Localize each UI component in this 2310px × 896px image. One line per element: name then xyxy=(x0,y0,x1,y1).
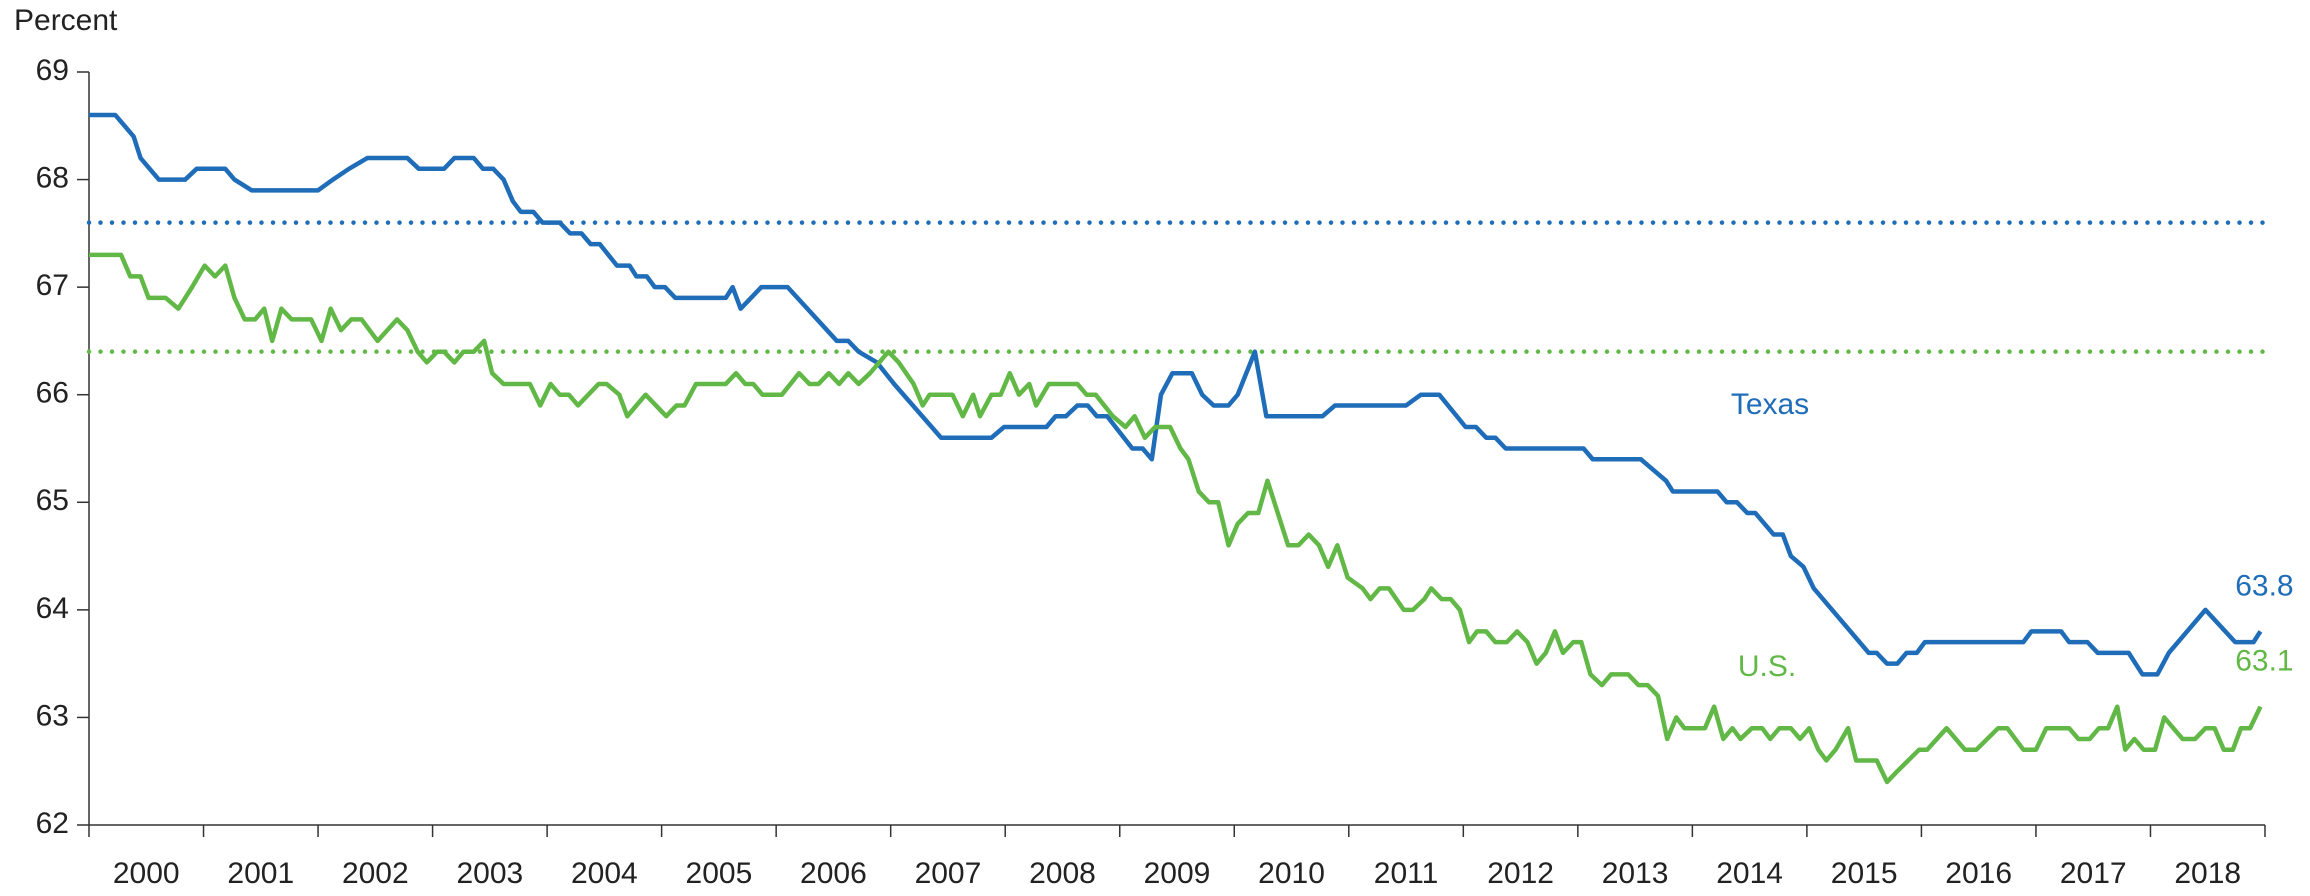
x-tick-label: 2008 xyxy=(1029,857,1096,890)
x-tick-label: 2005 xyxy=(686,857,753,890)
x-tick-label: 2004 xyxy=(571,857,638,890)
y-tick-label: 68 xyxy=(36,161,69,194)
x-tick-label: 2000 xyxy=(113,857,180,890)
x-tick-label: 2006 xyxy=(800,857,867,890)
series-line xyxy=(89,252,2263,785)
x-tick-label: 2018 xyxy=(2174,857,2241,890)
series-line xyxy=(89,112,2263,677)
x-tick-label: 2001 xyxy=(227,857,294,890)
y-tick-label: 67 xyxy=(36,269,69,302)
x-tick-label: 2009 xyxy=(1144,857,1211,890)
end-value-label: 63.8 xyxy=(2235,569,2293,602)
x-tick-label: 2012 xyxy=(1487,857,1554,890)
y-tick-label: 62 xyxy=(36,807,69,840)
x-tick-label: 2014 xyxy=(1716,857,1783,890)
x-tick-label: 2011 xyxy=(1374,857,1439,890)
y-tick-label: 65 xyxy=(36,484,69,517)
end-value-label: 63.1 xyxy=(2235,645,2293,678)
x-tick-label: 2010 xyxy=(1258,857,1325,890)
x-tick-label: 2016 xyxy=(1945,857,2012,890)
x-tick-label: 2003 xyxy=(456,857,523,890)
x-tick-label: 2007 xyxy=(915,857,982,890)
y-tick-label: 69 xyxy=(36,54,69,87)
y-tick-label: 64 xyxy=(36,592,69,625)
x-tick-label: 2002 xyxy=(342,857,409,890)
x-tick-label: 2017 xyxy=(2060,857,2127,890)
series-label: Texas xyxy=(1731,388,1809,421)
y-tick-label: 63 xyxy=(36,699,69,732)
y-axis-label: Percent xyxy=(14,4,118,37)
x-tick-label: 2013 xyxy=(1602,857,1669,890)
series-label: U.S. xyxy=(1738,650,1796,683)
y-tick-label: 66 xyxy=(36,377,69,410)
x-tick-label: 2015 xyxy=(1831,857,1898,890)
